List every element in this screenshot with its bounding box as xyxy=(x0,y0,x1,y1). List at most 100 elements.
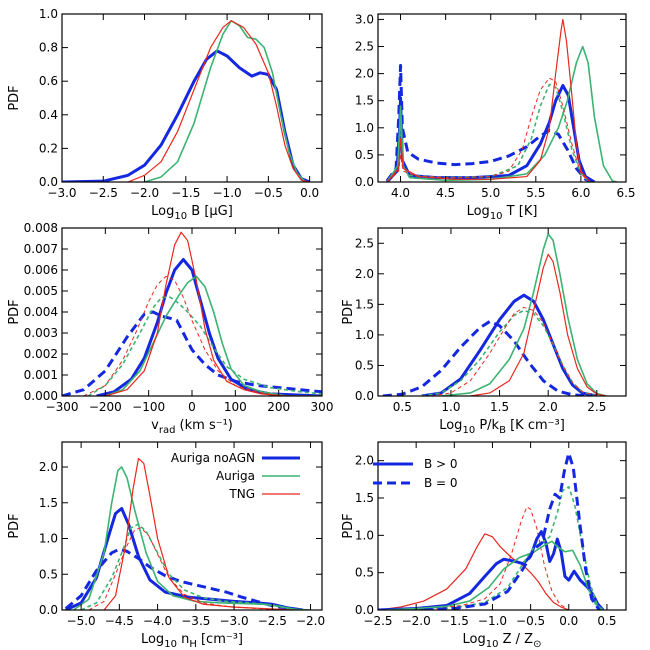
y-axis-label: PDF xyxy=(7,513,22,538)
x-tick-label: 5.0 xyxy=(481,186,500,200)
x-tick-label: −200 xyxy=(89,400,122,414)
y-axis-label: PDF xyxy=(341,299,356,324)
x-axis-label: Log10 B [μG] xyxy=(151,204,233,222)
series-group xyxy=(62,231,322,396)
y-tick-label: 0.006 xyxy=(24,263,58,277)
x-tick-label: 200 xyxy=(267,400,290,414)
x-tick-label: 0.5 xyxy=(597,614,616,628)
panel-pressure: 0.5 1.0 1.5 2.0 2.5 0.0 0.5 1.0 1.5 2.0 2.5 Log10 P… xyxy=(341,227,627,436)
series-auriga-solid xyxy=(144,19,307,182)
x-axis-label: Log10 nH [cm⁻³] xyxy=(141,632,243,650)
x-tick-label: 2.5 xyxy=(587,400,606,414)
x-axis-label: vrad (km s⁻¹) xyxy=(151,418,233,436)
panel-temperature: 4.0 4.5 5.0 5.5 6.0 6.5 0.0 0.5 1.0 1.5 2.0 2.5 3.0 L… xyxy=(355,12,636,222)
series-noagn-dashed xyxy=(423,451,601,610)
y-tick-label: 3.0 xyxy=(355,12,374,26)
y-tick-label: 0.4 xyxy=(39,108,58,122)
panel-density: −5.0 −4.5 −4.0 −3.5 −3.0 −2.5 −2.0 0.0 0.5 1.0 1.5… xyxy=(7,441,325,650)
y-tick-label: 0.0 xyxy=(39,603,58,617)
y-tick-label: 1.0 xyxy=(39,7,58,21)
y-axis-label: PDF xyxy=(7,299,22,324)
series-auriga-solid xyxy=(386,45,618,182)
y-tick-label: 0.6 xyxy=(39,74,58,88)
x-tick-label: −2.0 xyxy=(402,614,431,628)
y-tick-label: 1.5 xyxy=(355,297,374,311)
series-noagn-dashed xyxy=(382,319,588,396)
x-tick-label: 2.0 xyxy=(539,400,558,414)
x-tick-label: −3.0 xyxy=(47,186,76,200)
x-tick-label: 4.5 xyxy=(436,186,455,200)
y-tick-label: 1.5 xyxy=(39,496,58,510)
y-tick-label: 2.5 xyxy=(355,236,374,250)
series-tng-dashed xyxy=(386,77,591,182)
panel-radial-velocity: −300 −200 −100 0 100 200 300 0.000 0.001 0.002 0.0… xyxy=(7,221,333,436)
x-tick-label: −2.5 xyxy=(258,614,287,628)
series-auriga-dashed xyxy=(386,83,591,182)
series-tng-dashed xyxy=(400,506,570,610)
y-tick-label: 0.8 xyxy=(39,41,58,55)
series-auriga-solid xyxy=(73,466,311,610)
y-tick-label: 0.005 xyxy=(24,284,58,298)
y-tick-label: 1.0 xyxy=(355,328,374,342)
y-tick-label: 1.0 xyxy=(39,532,58,546)
x-tick-label: 6.5 xyxy=(616,186,635,200)
series-auriga-solid xyxy=(441,233,607,396)
y-tick-label: 2.0 xyxy=(39,460,58,474)
legend-label-bzero: B = 0 xyxy=(424,476,458,490)
x-tick-label: −5.0 xyxy=(67,614,96,628)
series-group xyxy=(378,451,605,610)
series-noagn-solid xyxy=(385,84,596,182)
x-tick-label: −3.5 xyxy=(181,614,210,628)
axes-frame xyxy=(61,13,323,183)
x-tick-label: −1.0 xyxy=(213,186,242,200)
series-group xyxy=(382,233,607,396)
y-tick-label: 1.0 xyxy=(355,528,374,542)
series-auriga-solid xyxy=(105,275,322,396)
y-tick-label: 1.5 xyxy=(355,491,374,505)
y-tick-label: 2.0 xyxy=(355,267,374,281)
series-noagn-solid xyxy=(378,530,605,610)
axes-frame xyxy=(377,13,627,183)
series-auriga-dashed xyxy=(416,486,604,610)
y-tick-label: 0.001 xyxy=(24,368,58,382)
legend-models: Auriga noAGN Auriga TNG xyxy=(171,451,300,501)
x-axis-label: Log10 Z / Z⊙ xyxy=(463,632,542,650)
x-tick-label: 1.0 xyxy=(441,400,460,414)
x-tick-label: 0.0 xyxy=(300,186,319,200)
x-tick-label: −0.5 xyxy=(254,186,283,200)
x-tick-label: 6.0 xyxy=(571,186,590,200)
x-tick-label: −1.5 xyxy=(171,186,200,200)
x-tick-label: −2.5 xyxy=(89,186,118,200)
axes-frame xyxy=(377,227,627,397)
y-axis-label: PDF xyxy=(341,513,356,538)
series-noagn-solid xyxy=(96,258,322,396)
x-tick-label: −0.5 xyxy=(516,614,545,628)
y-tick-label: 0.004 xyxy=(24,305,58,319)
x-tick-label: −3.0 xyxy=(219,614,248,628)
y-tick-label: 0.000 xyxy=(24,389,58,403)
series-tng-solid xyxy=(127,20,310,182)
x-tick-label: 1.5 xyxy=(490,400,509,414)
y-axis-label: PDF xyxy=(7,85,22,110)
series-tng-dashed xyxy=(88,527,288,610)
y-tick-label: 0.008 xyxy=(24,221,58,235)
y-tick-label: 0.5 xyxy=(355,566,374,580)
series-tng-solid xyxy=(378,533,569,610)
x-tick-label: −2.0 xyxy=(296,614,325,628)
x-tick-label: 0.5 xyxy=(393,400,412,414)
series-group xyxy=(385,18,618,182)
series-noagn-solid xyxy=(421,293,598,396)
series-noagn-dashed xyxy=(385,63,595,182)
y-tick-label: 2.0 xyxy=(355,454,374,468)
y-tick-label: 1.0 xyxy=(355,121,374,135)
y-tick-label: 0.2 xyxy=(39,141,58,155)
y-tick-label: 1.5 xyxy=(355,94,374,108)
legend-bstate: B > 0 B = 0 xyxy=(373,457,458,490)
series-tng-solid xyxy=(386,18,591,182)
x-tick-label: 100 xyxy=(224,400,247,414)
y-tick-label: 2.5 xyxy=(355,40,374,54)
legend-label-tng: TNG xyxy=(228,487,255,501)
x-tick-label: 300 xyxy=(311,400,334,414)
series-group xyxy=(64,457,311,610)
